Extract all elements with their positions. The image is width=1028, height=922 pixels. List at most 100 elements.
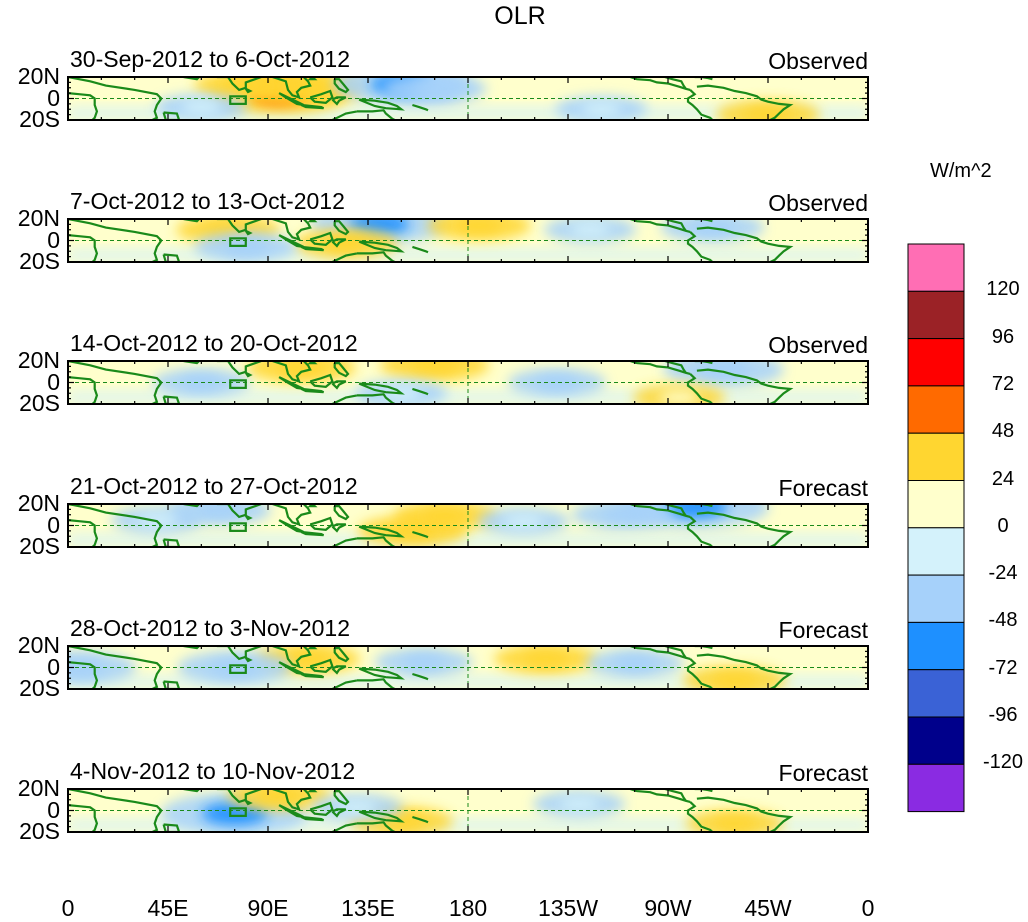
coastline (358, 810, 405, 823)
coastline (333, 362, 350, 378)
coastline (300, 815, 325, 822)
coastline (331, 110, 358, 120)
x-tick-label: 0 (861, 895, 875, 921)
colorbar-swatch (907, 480, 965, 529)
y-tick-label: 20S (19, 390, 60, 416)
panel-period: 30-Sep-2012 to 6-Oct-2012 (70, 46, 351, 72)
panel-period: 28-Oct-2012 to 3-Nov-2012 (70, 615, 350, 641)
y-tick-label: 20S (19, 106, 60, 132)
coastline (333, 790, 350, 806)
coastline (68, 661, 99, 689)
coastline (650, 789, 687, 802)
coastline (358, 98, 405, 111)
coastline (300, 387, 325, 394)
coastline (162, 538, 181, 547)
coastline (162, 823, 181, 832)
coastline (307, 504, 318, 508)
colorbar-swatch (907, 290, 965, 340)
coastline (300, 103, 325, 110)
coastline (307, 361, 318, 365)
colorbar-label: -48 (988, 609, 1018, 632)
coastline (696, 368, 794, 404)
coastline (162, 253, 181, 262)
coastline (307, 77, 318, 81)
colorbar-swatch (907, 669, 965, 718)
coastline (358, 667, 405, 680)
x-tick-label: 45W (744, 895, 792, 921)
coastline (650, 504, 687, 517)
anomaly-core (277, 361, 326, 376)
anomaly-core (401, 654, 446, 670)
coastline (412, 530, 429, 539)
coastline (331, 537, 358, 547)
coastline (309, 801, 334, 816)
panel-4 (67, 503, 869, 548)
coastline (331, 679, 358, 689)
colorbar-label: 0 (997, 514, 1009, 537)
coastline (68, 234, 99, 262)
anomaly-core (180, 99, 222, 115)
colorbar-swatch (907, 385, 965, 434)
x-tick-label: 90W (644, 895, 692, 921)
panel-kind: Observed (768, 332, 868, 358)
coastline (696, 796, 794, 832)
coastline (696, 84, 794, 120)
panel-period: 7-Oct-2012 to 13-Oct-2012 (70, 188, 345, 214)
y-tick-label: 20N (17, 63, 60, 89)
colorbar-label: 96 (991, 325, 1015, 348)
anomaly-core (410, 361, 459, 374)
coastline (412, 815, 429, 824)
anomaly-core (658, 390, 700, 404)
coastline (358, 382, 405, 395)
coastline (650, 646, 687, 659)
panels (67, 76, 869, 833)
coastline (300, 672, 325, 679)
coastline (307, 646, 318, 650)
coastline (309, 373, 334, 388)
coastline (650, 219, 687, 232)
coastline (412, 103, 429, 112)
colorbar-label: 24 (991, 467, 1015, 490)
coastline (307, 789, 318, 793)
y-tick-label: 0 (47, 653, 60, 680)
y-tick-label: 20N (17, 632, 60, 658)
coastline (686, 516, 714, 547)
coastline (331, 394, 358, 404)
index-box (229, 379, 247, 389)
anomaly-core (411, 80, 458, 97)
y-tick-label: 0 (47, 796, 60, 823)
panel-kind: Observed (768, 190, 868, 216)
coastline (272, 361, 312, 384)
anomaly-core (711, 672, 758, 689)
colorbar-swatch (907, 432, 965, 482)
panel-3 (67, 360, 869, 405)
anomaly-core (580, 101, 622, 117)
x-tick-label: 135W (537, 895, 599, 921)
coastline (272, 646, 312, 669)
colorbar-label: -120 (982, 751, 1024, 774)
coastline (216, 77, 262, 92)
coastline (412, 245, 429, 254)
coastline (412, 672, 429, 681)
x-tick-label: 45E (147, 895, 189, 921)
coastline (309, 231, 334, 246)
coastline (686, 373, 714, 404)
colorbar-swatch (907, 763, 965, 813)
coastline (68, 804, 99, 832)
coastline (358, 525, 405, 538)
y-tick-label: 0 (47, 368, 60, 395)
colorbar-swatch (907, 621, 965, 671)
coastline (300, 530, 325, 537)
coastline (68, 789, 163, 832)
panel-6 (67, 788, 869, 833)
coastline (272, 789, 312, 812)
coastline (333, 505, 350, 521)
coastline (272, 219, 312, 242)
coastline (650, 361, 687, 374)
panel-kind: Observed (768, 48, 868, 74)
coastline (331, 238, 347, 248)
anomaly-core (600, 506, 647, 523)
coastline (216, 504, 262, 519)
coastline (309, 516, 334, 531)
coastline (412, 387, 429, 396)
